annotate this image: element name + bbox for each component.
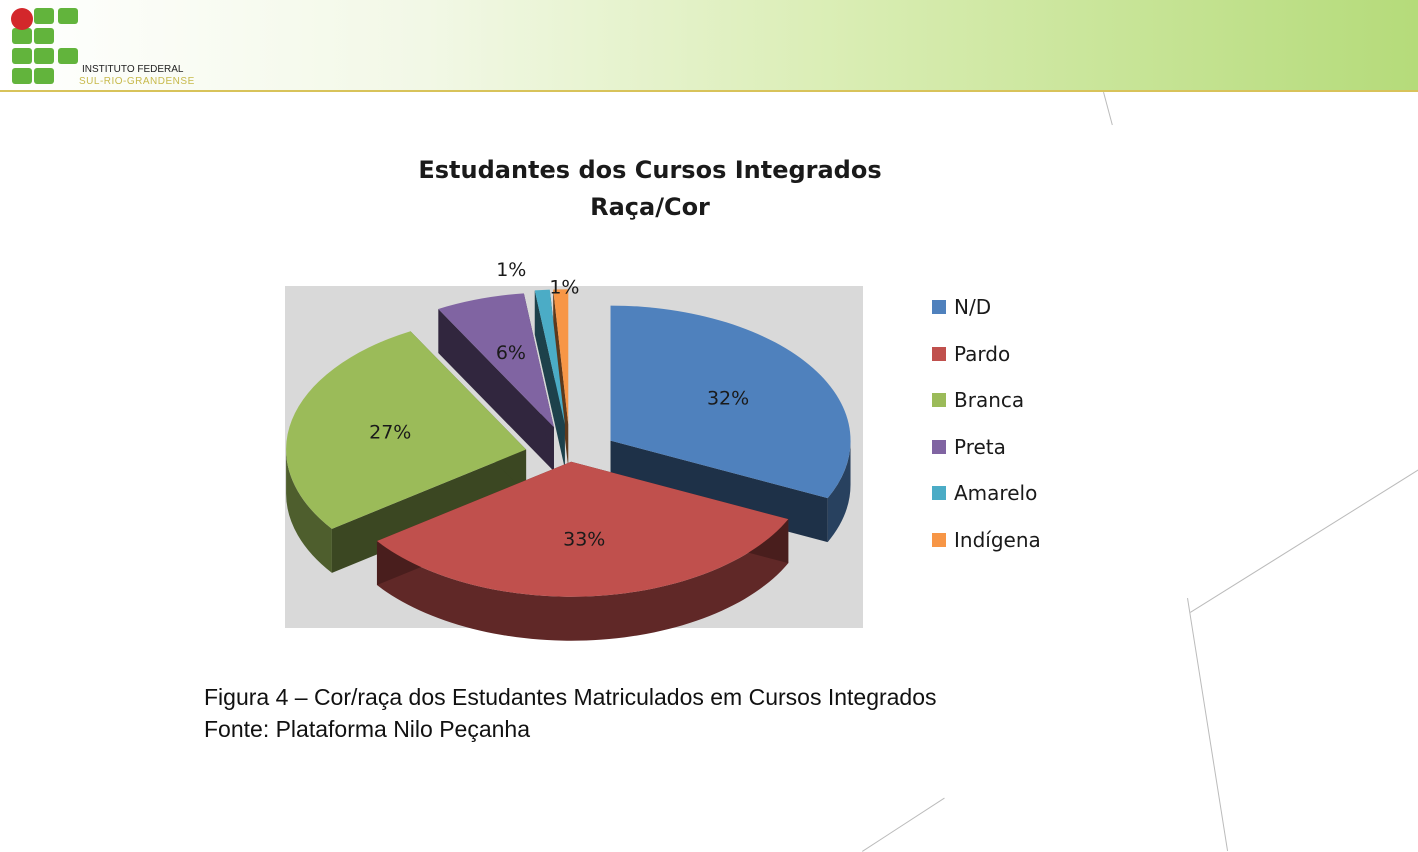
legend-item: Indígena xyxy=(932,525,1132,555)
legend-item: Amarelo xyxy=(932,478,1132,508)
legend-label: Pardo xyxy=(954,341,1011,366)
legend-item: Branca xyxy=(932,385,1132,415)
legend-label: Indígena xyxy=(954,527,1041,552)
legend-swatch xyxy=(932,393,946,407)
chart-title-line1: Estudantes dos Cursos Integrados xyxy=(418,156,882,184)
figure-source: Fonte: Plataforma Nilo Peçanha xyxy=(204,716,531,742)
decor-line xyxy=(1187,598,1229,852)
pie-slice-amarelo xyxy=(534,289,565,469)
chart-title-line2: Raça/Cor xyxy=(590,193,710,221)
institution-name: INSTITUTO FEDERAL xyxy=(82,64,184,75)
legend-swatch xyxy=(932,300,946,314)
pie-slice-preta xyxy=(438,293,554,472)
legend-label: Branca xyxy=(954,388,1025,412)
data-label-preta: 6% xyxy=(496,342,526,364)
pie-chart: 32% 33% 27% 6% 1% 1% xyxy=(286,259,851,641)
pie-slice-pardo xyxy=(376,461,789,641)
data-label-indgena: 1% xyxy=(549,276,579,298)
header-banner: INSTITUTO FEDERAL SUL-RIO-GRANDENSE xyxy=(0,0,1418,92)
institution-subtitle: SUL-RIO-GRANDENSE xyxy=(79,76,195,87)
legend-label: Amarelo xyxy=(954,481,1038,505)
decor-line xyxy=(862,797,945,852)
legend-swatch xyxy=(932,439,946,454)
data-label-nd: 32% xyxy=(707,388,749,410)
data-label-pardo: 33% xyxy=(563,529,605,551)
data-label-amarelo: 1% xyxy=(496,259,526,281)
chart-title: Estudantes dos Cursos Integrados Raça/Co… xyxy=(380,152,920,226)
legend-swatch xyxy=(932,532,946,547)
legend-label: Preta xyxy=(954,434,1006,459)
legend-swatch xyxy=(932,486,946,500)
legend-item: N/D xyxy=(932,292,1132,322)
legend-label: N/D xyxy=(954,295,992,319)
decor-line xyxy=(1190,468,1418,613)
legend-swatch xyxy=(932,346,946,361)
decor-line xyxy=(1103,92,1113,126)
figure-caption: Figura 4 – Cor/raça dos Estudantes Matri… xyxy=(204,684,937,710)
data-label-branca: 27% xyxy=(369,421,411,443)
legend-item: Pardo xyxy=(932,339,1132,369)
legend-item: Preta xyxy=(932,432,1132,462)
institution-logo xyxy=(10,6,80,84)
